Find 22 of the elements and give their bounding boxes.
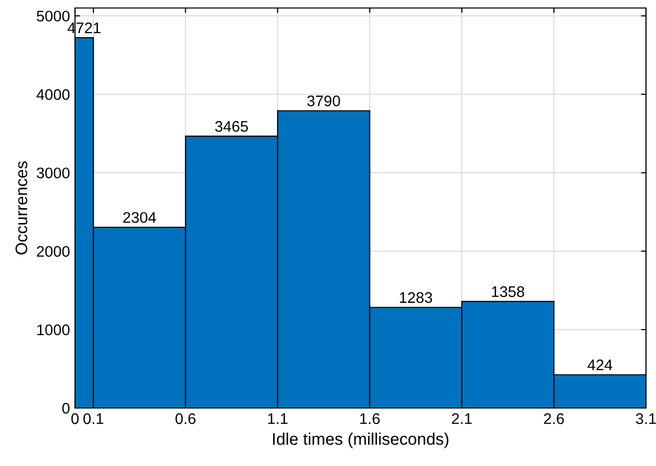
- x-tick-label: 0.6: [175, 413, 196, 424]
- x-tick-label: 1.6: [360, 413, 380, 424]
- data-label: 2304: [123, 212, 156, 223]
- y-tick-label: 0: [62, 402, 70, 414]
- x-tick-label: 2.6: [544, 413, 564, 424]
- x-tick-label: 2.1: [452, 413, 472, 424]
- data-label: 424: [588, 360, 612, 370]
- y-tick-label: 4000: [36, 89, 70, 100]
- y-tick-label: 3000: [36, 168, 70, 178]
- data-label: 3465: [215, 121, 248, 132]
- x-axis-title: Idle times (milliseconds): [273, 432, 448, 448]
- data-label: 1358: [492, 286, 524, 298]
- y-tick-label: 5000: [36, 10, 70, 22]
- y-axis-title: Occurrences: [16, 161, 28, 254]
- x-tick-label: 0.1: [83, 413, 104, 424]
- x-tick-label: 0: [71, 413, 79, 424]
- y-tick-label: 2000: [36, 246, 70, 257]
- data-label: 3790: [307, 96, 340, 106]
- y-tick-label: 1000: [37, 324, 70, 336]
- x-tick-label: 3.1: [636, 413, 656, 424]
- x-tick-label: 1.1: [268, 413, 288, 424]
- data-label: 1283: [400, 292, 432, 303]
